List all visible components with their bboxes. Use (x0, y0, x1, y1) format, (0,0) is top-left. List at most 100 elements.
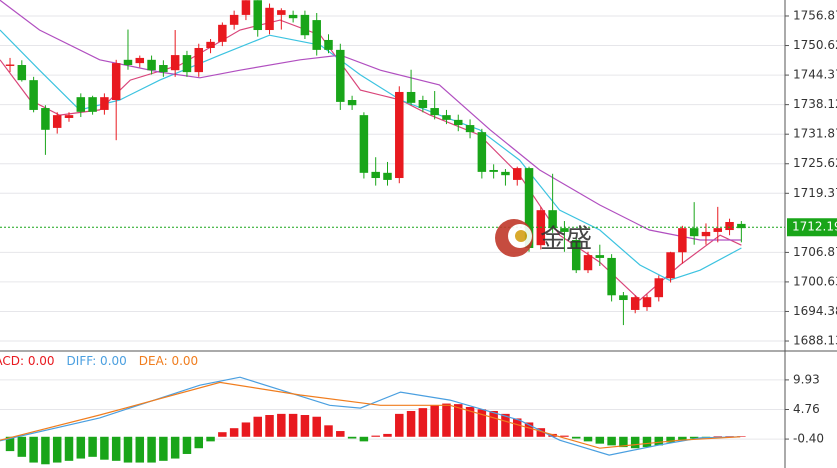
candle-body (501, 171, 510, 176)
candle-body (678, 228, 687, 253)
bar (701, 436, 711, 438)
bar (229, 428, 239, 437)
candle-body (159, 65, 168, 73)
candle-body (5, 64, 15, 66)
bar (76, 436, 86, 459)
bar (135, 436, 145, 463)
y-tick-label: 1738.12 (793, 97, 837, 111)
candle-body (725, 222, 734, 231)
bar (406, 411, 416, 437)
candle-body (666, 252, 675, 279)
candle-body (17, 65, 27, 81)
bar (666, 436, 675, 443)
candle-body (607, 257, 616, 296)
candle-body (123, 59, 133, 66)
bar (595, 436, 605, 444)
candle-body (52, 115, 62, 128)
candle-body (288, 14, 298, 19)
bar (347, 436, 357, 439)
line-series (0, 29, 742, 281)
bar (359, 436, 369, 442)
candle-body (218, 24, 227, 42)
bar (418, 408, 428, 437)
bar (501, 413, 510, 437)
bar (371, 435, 380, 437)
bar (489, 411, 498, 437)
candle-body (512, 168, 522, 180)
candle-body (64, 115, 74, 118)
bar (123, 436, 133, 463)
candle-body (241, 0, 251, 15)
legend-entry: DEA: 0.00 (139, 354, 198, 368)
y-tick-label: 1731.87 (793, 127, 837, 141)
bar (454, 404, 463, 437)
watermark-logo (515, 230, 527, 242)
line-series (0, 0, 742, 241)
bar (182, 436, 192, 454)
bar (147, 436, 156, 463)
candle-body (135, 57, 145, 64)
bar (630, 436, 640, 449)
y-tick-label: 1725.62 (793, 156, 837, 170)
candle-body (29, 80, 38, 110)
legend-entry: MACD: 0.00 (0, 354, 55, 368)
bar (737, 436, 746, 437)
bar (29, 436, 38, 463)
bar (619, 436, 628, 448)
grid-layer (0, 15, 785, 440)
candle-body (689, 228, 699, 237)
y-tick-label: 1700.63 (793, 274, 837, 288)
bar (607, 436, 616, 446)
candle-body (477, 132, 487, 172)
candle-body (111, 63, 121, 101)
candle-body (265, 7, 274, 31)
bar (642, 436, 652, 448)
bar (536, 428, 546, 437)
candle-body (430, 108, 439, 116)
candle-body (194, 47, 204, 73)
legend: MACD: 0.00 DIFF: 0.00 DEA: 0.00 (0, 354, 198, 368)
y-tick-label: -0.40 (793, 432, 824, 446)
bar (253, 416, 262, 437)
candle-body (442, 115, 451, 120)
y-tick-label: 1756.87 (793, 8, 837, 22)
candle-body (336, 49, 345, 102)
bar (159, 436, 168, 461)
bar (465, 406, 475, 437)
bar (100, 436, 109, 460)
bar (336, 431, 345, 437)
bar (395, 413, 404, 437)
bar (324, 425, 333, 437)
candle-body (713, 228, 723, 232)
candle-body (229, 14, 239, 25)
candle-body (170, 55, 180, 71)
line-series (0, 376, 741, 456)
last-price-box (787, 218, 837, 237)
candle-body (642, 297, 652, 308)
candle-body (595, 255, 605, 258)
candle-body (548, 210, 557, 229)
y-tick-label: 1744.37 (793, 68, 837, 82)
y-tick-label: 9.93 (793, 372, 820, 386)
bar (241, 422, 251, 437)
candle-body (737, 223, 746, 229)
candle-body (406, 91, 416, 103)
candle-body (371, 171, 380, 179)
candle-body (76, 97, 86, 112)
bar (218, 432, 227, 437)
bar (678, 436, 687, 441)
bar (194, 436, 204, 449)
candle-body (383, 172, 392, 180)
last-price-label: 1712.19 (792, 220, 837, 234)
candle-body (465, 125, 475, 133)
bar (430, 405, 439, 437)
bar (654, 436, 664, 446)
bar (170, 436, 180, 459)
y-tick-label: 1688.13 (793, 334, 837, 348)
bar (17, 436, 27, 457)
bar (560, 435, 569, 437)
candle-body (88, 97, 97, 112)
candle-body (630, 297, 640, 310)
candle-body (253, 0, 262, 31)
